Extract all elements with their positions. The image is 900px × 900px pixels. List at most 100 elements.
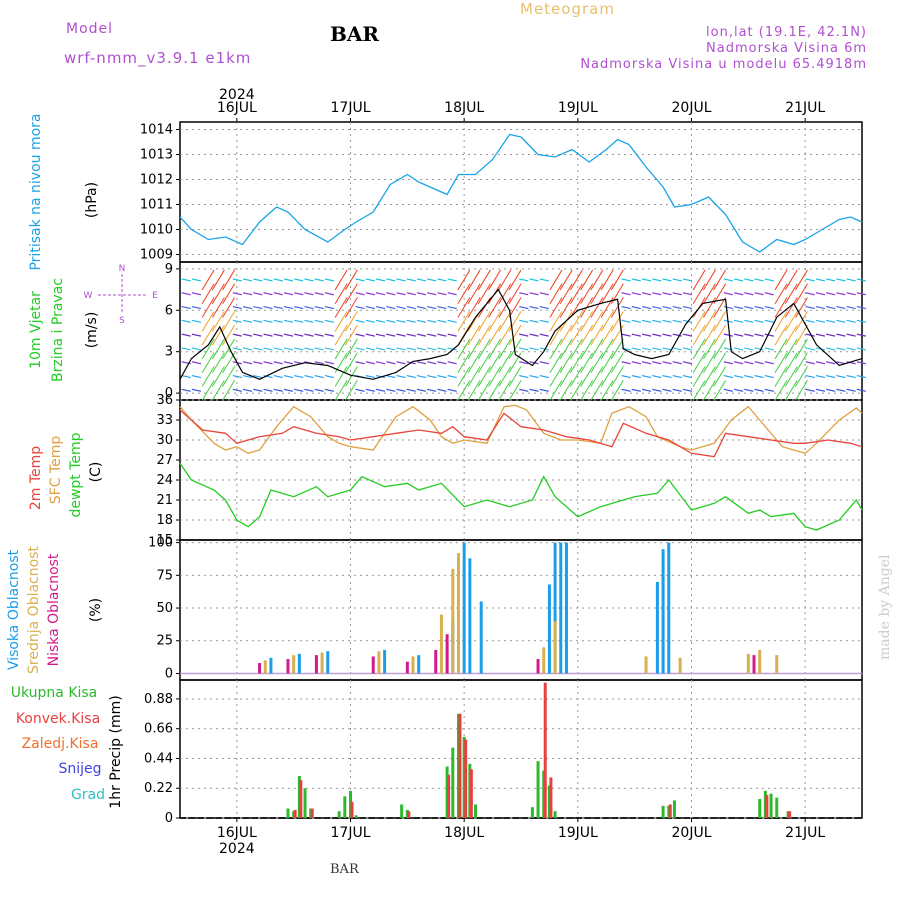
wind-arrow — [283, 305, 294, 310]
wind-arrow — [805, 347, 815, 351]
precip-bar-0 — [553, 811, 557, 818]
wind-arrow — [498, 366, 512, 387]
wind-arrow — [406, 305, 416, 310]
wind-arrow — [416, 305, 427, 310]
wind-arrow — [294, 305, 304, 310]
wind-arrow — [457, 311, 471, 332]
wind-arrow — [836, 278, 846, 282]
ylabel-pressure-unit: (hPa) — [84, 182, 100, 218]
wind-arrow — [477, 311, 491, 332]
wind-arrow — [508, 269, 522, 291]
wind-arrow — [754, 292, 764, 296]
wind-arrow — [437, 347, 447, 351]
wind-arrow — [447, 361, 457, 365]
ytick-label-pressure: 1014 — [140, 123, 173, 138]
wind-arrow — [815, 278, 826, 282]
wind-arrow — [508, 283, 522, 304]
wind-arrow — [539, 374, 549, 379]
wind-arrow — [590, 311, 604, 332]
wind-arrow — [590, 283, 604, 304]
wind-arrow — [784, 324, 798, 346]
compass-s: S — [119, 316, 125, 326]
wind-arrow — [396, 347, 406, 351]
wind-arrow — [559, 269, 573, 291]
wind-arrow — [764, 278, 774, 282]
wind-arrow — [815, 292, 826, 296]
wind-arrow — [662, 292, 672, 296]
wind-arrow — [519, 305, 529, 310]
model-label: Model — [66, 21, 114, 37]
wind-arrow — [519, 319, 529, 323]
ytick-label-pressure: 1010 — [140, 223, 173, 238]
wind-arrow — [273, 278, 283, 282]
wind-arrow — [406, 292, 416, 296]
wind-arrow — [222, 297, 236, 318]
wind-arrow — [631, 319, 641, 323]
wind-arrow — [610, 366, 624, 387]
wind-arrow — [447, 292, 457, 296]
ytick-label-clouds: 25 — [156, 634, 173, 649]
wind-arrow — [416, 388, 427, 392]
wind-arrow — [672, 347, 682, 351]
wind-arrow — [692, 311, 706, 332]
wind-arrow — [774, 269, 788, 291]
wind-arrow — [764, 333, 774, 337]
wind-arrow — [457, 380, 471, 401]
wind-arrow — [621, 319, 631, 323]
wind-arrow — [754, 388, 764, 392]
wind-arrow — [447, 374, 457, 379]
wind-arrow — [784, 269, 798, 291]
wind-arrow — [457, 352, 471, 373]
wind-arrow — [222, 324, 236, 346]
wind-arrow — [191, 319, 202, 323]
cloud-bar-1 — [292, 655, 296, 674]
wind-arrow — [314, 361, 324, 365]
wind-arrow — [508, 297, 522, 318]
wind-arrow — [569, 338, 583, 360]
ytick-label-pressure: 1012 — [140, 173, 173, 188]
wind-arrow — [232, 292, 242, 296]
wind-arrow — [702, 380, 716, 401]
precip-bar-0 — [661, 805, 665, 818]
wind-arrow — [652, 319, 662, 323]
precip-bar-0 — [343, 796, 347, 818]
wind-arrow — [610, 338, 624, 360]
wind-arrow — [713, 283, 727, 304]
date-label-bottom: 18JUL — [444, 825, 484, 841]
ytick-label-temperature: 15 — [156, 533, 173, 548]
wind-arrow — [856, 333, 866, 337]
wind-arrow — [416, 333, 427, 337]
wind-arrow — [314, 333, 324, 337]
precip-bar-0 — [286, 808, 290, 818]
wind-arrow — [559, 297, 573, 318]
wind-arrow — [815, 333, 826, 337]
precip-bar-1 — [310, 808, 314, 818]
wind-arrow — [406, 319, 416, 323]
ylabel-dewpt: dewpt Temp — [68, 432, 84, 517]
ytick-label-temperature: 21 — [156, 493, 173, 508]
wind-arrow — [253, 361, 263, 365]
wind-arrow — [682, 292, 693, 296]
wind-arrow — [273, 292, 283, 296]
wind-arrow — [549, 324, 563, 346]
ytick-label-clouds: 75 — [156, 568, 173, 583]
wind-arrow — [846, 347, 856, 351]
precip-bar-0 — [354, 815, 358, 818]
wind-arrow — [396, 305, 406, 310]
wind-arrow — [365, 278, 375, 282]
wind-arrow — [232, 374, 242, 379]
wind-arrow — [621, 292, 631, 296]
wind-arrow — [580, 380, 594, 401]
wind-arrow — [784, 380, 798, 401]
cloud-bar-0 — [326, 651, 330, 674]
wind-arrow — [754, 319, 764, 323]
date-label-bottom: 21JUL — [785, 825, 825, 841]
wind-arrow — [774, 338, 788, 360]
cloud-bar-1 — [451, 568, 455, 674]
wind-arrow — [641, 374, 652, 379]
model-elevation-label: Nadmorska Visina u modelu 65.4918m — [580, 57, 867, 72]
wind-arrow — [457, 269, 471, 291]
wind-arrow — [682, 305, 693, 310]
wind-arrow — [539, 361, 549, 365]
wind-arrow — [733, 333, 744, 337]
